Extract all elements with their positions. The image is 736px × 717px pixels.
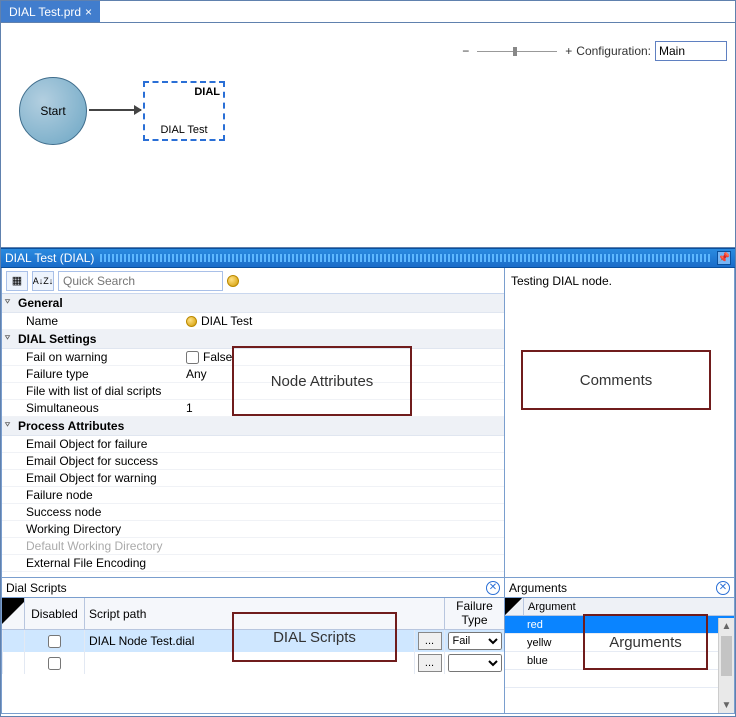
browse-button[interactable]: ... [418,654,442,672]
dial-scripts-title-bar: Dial Scripts ✕ [2,578,504,598]
dial-scripts-pane: Dial Scripts ✕ Disabled Script path Fail… [1,578,505,714]
prop-failtype-k: Failure type [2,366,182,382]
sort-icon[interactable]: A↓Z↓ [32,271,54,291]
table-row[interactable]: blue [505,652,734,670]
scroll-down-icon[interactable]: ▼ [719,697,734,713]
comments-pane[interactable]: Testing DIAL node. Comments [505,268,735,578]
select-all-corner[interactable] [2,598,24,629]
categorize-icon[interactable]: ▦ [6,271,28,291]
prop-failtype-v[interactable]: Any [182,366,504,382]
prop-defworkdir-k: Default Working Directory [2,538,182,554]
table-row[interactable]: DIAL Node Test.dial ... Fail [2,630,504,652]
config-input[interactable] [655,41,727,61]
mandatory-icon [186,316,197,327]
disabled-checkbox[interactable] [48,657,61,670]
props-toolbar: ▦ A↓Z↓ [2,268,504,294]
col-argument[interactable]: Argument [523,598,734,615]
prop-emailfail-k: Email Object for failure [2,436,182,452]
prop-failnode-k: Failure node [2,487,182,503]
prop-succnode-k: Success node [2,504,182,520]
file-tab[interactable]: DIAL Test.prd × [1,1,100,22]
edge-arrow [89,109,141,111]
scroll-up-icon[interactable]: ▲ [719,618,734,634]
prop-workdir-k: Working Directory [2,521,182,537]
start-node[interactable]: Start [19,77,87,145]
close-icon[interactable]: × [85,5,92,19]
browse-button[interactable]: ... [418,632,442,650]
col-path[interactable]: Script path [84,598,444,629]
config-row: − + Configuration: [462,41,727,61]
panel-title: DIAL Test (DIAL) [5,251,94,265]
zoom-slider[interactable] [477,51,557,52]
properties-pane: ▦ A↓Z↓ General NameDIAL Test DIAL Settin… [1,268,505,578]
dial-scripts-title: Dial Scripts [6,581,67,595]
prop-name-v[interactable]: DIAL Test [182,313,504,329]
dial-node[interactable]: DIAL DIAL Test [143,81,225,141]
zoom-plus[interactable]: + [565,44,572,58]
prop-filelist-k: File with list of dial scripts [2,383,182,399]
script-path-cell[interactable]: DIAL Node Test.dial [84,630,414,652]
table-row[interactable] [505,670,734,688]
arguments-title: Arguments [509,581,567,595]
config-label: Configuration: [576,44,651,58]
scrollbar[interactable]: ▲ ▼ [718,618,734,713]
prop-filelist-v[interactable] [182,383,504,399]
tab-title: DIAL Test.prd [9,5,81,19]
callout-comments: Comments [521,350,711,410]
dial-node-label: DIAL Test [148,124,220,136]
start-label: Start [40,104,65,118]
arguments-header: Argument [505,598,734,616]
mandatory-icon [227,275,239,287]
col-disabled[interactable]: Disabled [24,598,84,629]
prop-name-k: Name [2,313,182,329]
arguments-pane: Arguments ✕ Argument red yellw blue ▲ ▼ … [505,578,735,714]
prop-failwarn-v[interactable]: False [182,349,504,365]
table-row[interactable]: ... [2,652,504,674]
prop-extenc-k: External File Encoding [2,555,182,571]
prop-simul-k: Simultaneous [2,400,182,416]
close-icon[interactable]: ✕ [716,581,730,595]
failtype-select[interactable]: Fail [448,632,502,650]
section-general[interactable]: General [2,294,504,313]
prop-emailsucc-k: Email Object for success [2,453,182,469]
prop-failwarn-k: Fail on warning [2,349,182,365]
tab-bar: DIAL Test.prd × [1,1,735,23]
search-input[interactable] [58,271,223,291]
select-all-corner[interactable] [505,598,523,615]
pin-icon[interactable]: 📌 [717,251,731,265]
table-row[interactable]: yellw [505,634,734,652]
close-icon[interactable]: ✕ [486,581,500,595]
prop-emailwarn-k: Email Object for warning [2,470,182,486]
prop-simul-v[interactable]: 1 [182,400,504,416]
disabled-checkbox[interactable] [48,635,61,648]
failtype-select[interactable] [448,654,502,672]
failwarn-checkbox[interactable] [186,351,199,364]
table-row[interactable]: red [505,616,734,634]
section-process[interactable]: Process Attributes [2,417,504,436]
comments-text: Testing DIAL node. [511,274,612,288]
dial-scripts-header: Disabled Script path Failure Type [2,598,504,630]
zoom-minus[interactable]: − [462,44,469,58]
canvas: − + Configuration: Start DIAL DIAL Test [1,23,735,248]
panel-title-bar: DIAL Test (DIAL) 📌 [1,248,735,268]
arguments-title-bar: Arguments ✕ [505,578,734,598]
scroll-thumb[interactable] [721,636,732,676]
property-grid: General NameDIAL Test DIAL Settings Fail… [2,294,504,577]
section-dial[interactable]: DIAL Settings [2,330,504,349]
dial-node-type: DIAL [148,86,220,98]
col-failtype[interactable]: Failure Type [444,598,504,629]
